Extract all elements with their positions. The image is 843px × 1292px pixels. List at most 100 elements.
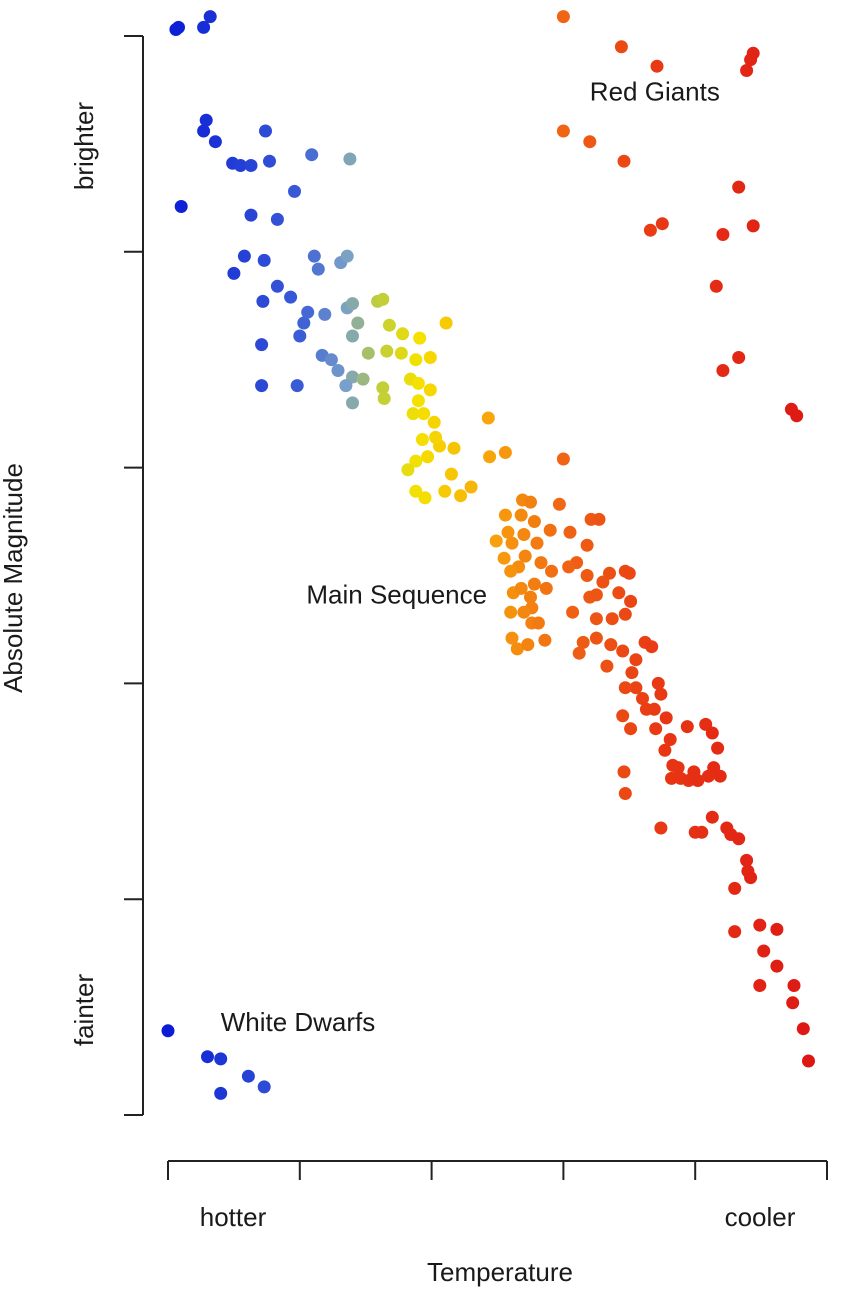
- point-0-101: [504, 564, 518, 578]
- point-0-161: [659, 711, 673, 725]
- point-0-52: [376, 381, 390, 395]
- point-0-31: [293, 329, 307, 343]
- scatter-points: [161, 10, 815, 1100]
- point-0-19: [227, 266, 241, 280]
- point-1-4: [650, 59, 664, 73]
- point-0-39: [255, 379, 269, 393]
- point-0-133: [572, 646, 586, 660]
- point-0-4: [203, 10, 217, 24]
- point-0-169: [701, 769, 715, 783]
- point-0-141: [629, 653, 643, 667]
- point-0-55: [413, 331, 427, 345]
- point-0-146: [636, 692, 649, 705]
- point-0-148: [651, 676, 665, 690]
- point-0-46: [376, 292, 390, 306]
- point-0-41: [339, 379, 353, 393]
- x-axis-ticks: [167, 1161, 828, 1180]
- point-0-114: [543, 523, 557, 537]
- point-0-66: [427, 415, 441, 429]
- point-0-32: [318, 307, 332, 321]
- point-1-0: [556, 10, 570, 24]
- point-0-186: [753, 918, 767, 932]
- point-0-51: [356, 372, 370, 386]
- point-0-48: [396, 327, 410, 341]
- point-2-4: [241, 1069, 255, 1083]
- point-0-174: [654, 821, 668, 835]
- point-0-193: [796, 1022, 810, 1036]
- y-axis-ticks: [124, 35, 143, 1116]
- point-0-190: [787, 979, 801, 992]
- point-0-162: [654, 687, 668, 701]
- point-0-78: [454, 489, 468, 503]
- point-0-150: [649, 722, 663, 736]
- point-0-176: [695, 825, 709, 839]
- point-0-81: [483, 450, 497, 464]
- annotation-white-dwarfs: White Dwarfs: [221, 1007, 376, 1037]
- point-0-2: [172, 20, 185, 34]
- point-2-3: [214, 1086, 228, 1100]
- point-0-65: [417, 407, 431, 421]
- point-0-86: [497, 551, 511, 565]
- point-0-153: [624, 722, 638, 736]
- point-0-30: [301, 305, 315, 319]
- x-axis: hotter cooler Temperature: [167, 1160, 828, 1287]
- point-0-60: [439, 316, 453, 330]
- point-0-18: [288, 184, 301, 198]
- point-0-115: [552, 497, 566, 511]
- point-0-166: [711, 741, 725, 755]
- point-0-64: [423, 383, 437, 397]
- point-0-106: [517, 605, 531, 619]
- point-0-93: [530, 536, 544, 550]
- point-0-131: [566, 605, 580, 619]
- point-0-163: [680, 720, 694, 734]
- point-0-194: [802, 1054, 815, 1068]
- point-1-16: [709, 279, 723, 293]
- point-0-191: [753, 979, 767, 992]
- point-0-56: [394, 346, 408, 360]
- point-0-184: [728, 881, 742, 895]
- point-0-116: [563, 525, 577, 539]
- point-0-54: [346, 396, 359, 410]
- point-0-6: [199, 113, 213, 127]
- point-0-40: [290, 379, 304, 393]
- point-0-42: [346, 297, 359, 311]
- point-1-8: [556, 124, 570, 138]
- point-0-143: [645, 640, 659, 654]
- point-0-177: [705, 810, 719, 824]
- point-0-11: [259, 124, 272, 138]
- point-0-75: [418, 491, 432, 505]
- point-0-27: [284, 290, 298, 304]
- point-0-151: [618, 681, 632, 695]
- point-0-85: [489, 534, 503, 548]
- point-1-7: [746, 46, 760, 60]
- point-0-125: [603, 566, 616, 580]
- point-0-121: [562, 560, 576, 574]
- point-0-185: [728, 925, 742, 939]
- point-0-92: [527, 515, 541, 528]
- point-0-57: [409, 353, 423, 367]
- point-0-22: [311, 262, 325, 276]
- point-0-76: [438, 484, 452, 498]
- point-0-12: [263, 154, 276, 168]
- point-0-84: [501, 525, 515, 539]
- point-0-103: [514, 581, 528, 595]
- point-0-144: [625, 666, 639, 680]
- point-0-58: [423, 351, 437, 364]
- point-0-74: [409, 484, 423, 498]
- point-0-99: [514, 508, 528, 522]
- point-0-188: [757, 944, 771, 958]
- point-0-119: [592, 512, 606, 526]
- point-0-71: [421, 450, 435, 464]
- point-0-28: [256, 294, 270, 308]
- point-1-9: [583, 135, 597, 149]
- point-0-189: [770, 959, 784, 973]
- point-0-24: [340, 249, 354, 263]
- point-0-135: [600, 659, 614, 673]
- point-0-100: [518, 549, 532, 563]
- point-0-138: [589, 588, 603, 602]
- point-0-72: [409, 454, 423, 468]
- point-0-181: [740, 853, 754, 867]
- point-0-37: [331, 364, 345, 377]
- series-main-sequence: [169, 10, 815, 1068]
- point-0-158: [671, 761, 685, 775]
